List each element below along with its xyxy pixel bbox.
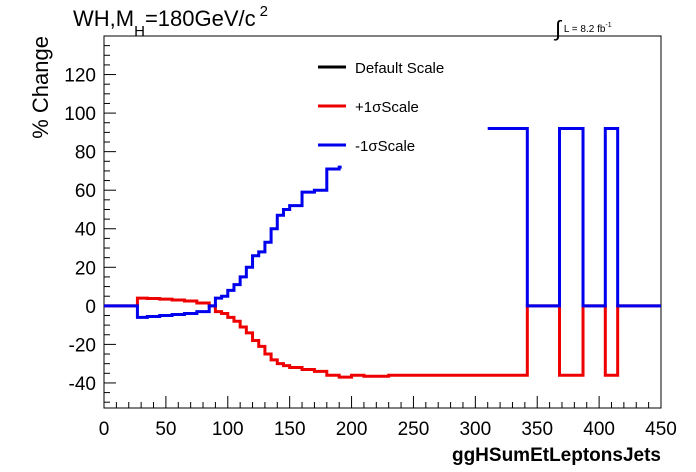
y-tick-label: 60 xyxy=(75,181,96,202)
x-tick-label: 200 xyxy=(336,419,368,440)
y-axis-title: % Change xyxy=(28,36,53,139)
title-main: WH,M xyxy=(73,6,135,31)
integral-sign: ∫ xyxy=(555,16,562,41)
lumi-text: L = 8.2 fb xyxy=(563,24,606,35)
x-tick-label: 300 xyxy=(459,419,491,440)
y-tick-label: 120 xyxy=(64,66,96,87)
chart-title: WH,MH=180GeV/c 2 xyxy=(73,3,268,40)
legend-plus-sigma: +1σScale xyxy=(355,99,419,116)
title-subscript: H xyxy=(134,23,145,40)
axis-ticks: 0 50 100 150 200 250 300 350 400 450 -40 -20 0 20 40 60… xyxy=(64,35,677,440)
lumi-superscript: -1 xyxy=(605,22,612,29)
y-tick-label: -20 xyxy=(69,335,96,356)
luminosity-label: ∫ L = 8.2 fb-1 xyxy=(555,12,612,41)
x-tick-label: 250 xyxy=(398,419,430,440)
y-tick-label: 100 xyxy=(64,104,96,125)
x-tick-label: 150 xyxy=(274,419,306,440)
y-tick-label: 80 xyxy=(75,143,96,164)
x-tick-label: 350 xyxy=(521,419,553,440)
axis-labels: ggHSumEtLeptonsJets % Change xyxy=(28,36,661,466)
legend-minus-sigma: -1σScale xyxy=(355,138,415,155)
x-tick-label: 100 xyxy=(212,419,244,440)
y-tick-label: -40 xyxy=(69,374,96,395)
x-tick-label: 450 xyxy=(645,419,677,440)
x-axis-title: ggHSumEtLeptonsJets xyxy=(452,445,661,466)
x-tick-label: 0 xyxy=(99,419,110,440)
y-tick-label: 20 xyxy=(75,258,96,279)
legend: Default Scale +1σScale -1σScale xyxy=(318,60,444,155)
title-rest: =180GeV/c xyxy=(144,6,256,31)
y-tick-label: 0 xyxy=(85,297,96,318)
x-tick-label: 400 xyxy=(583,419,615,440)
legend-default-scale: Default Scale xyxy=(355,60,444,77)
title-superscript: 2 xyxy=(259,3,268,20)
x-tick-label: 50 xyxy=(155,419,176,440)
series-line-plus xyxy=(104,296,661,379)
y-tick-label: 40 xyxy=(75,220,96,241)
series-layer xyxy=(104,127,661,379)
plot-frame xyxy=(103,35,662,409)
series-line-minus xyxy=(104,127,661,319)
